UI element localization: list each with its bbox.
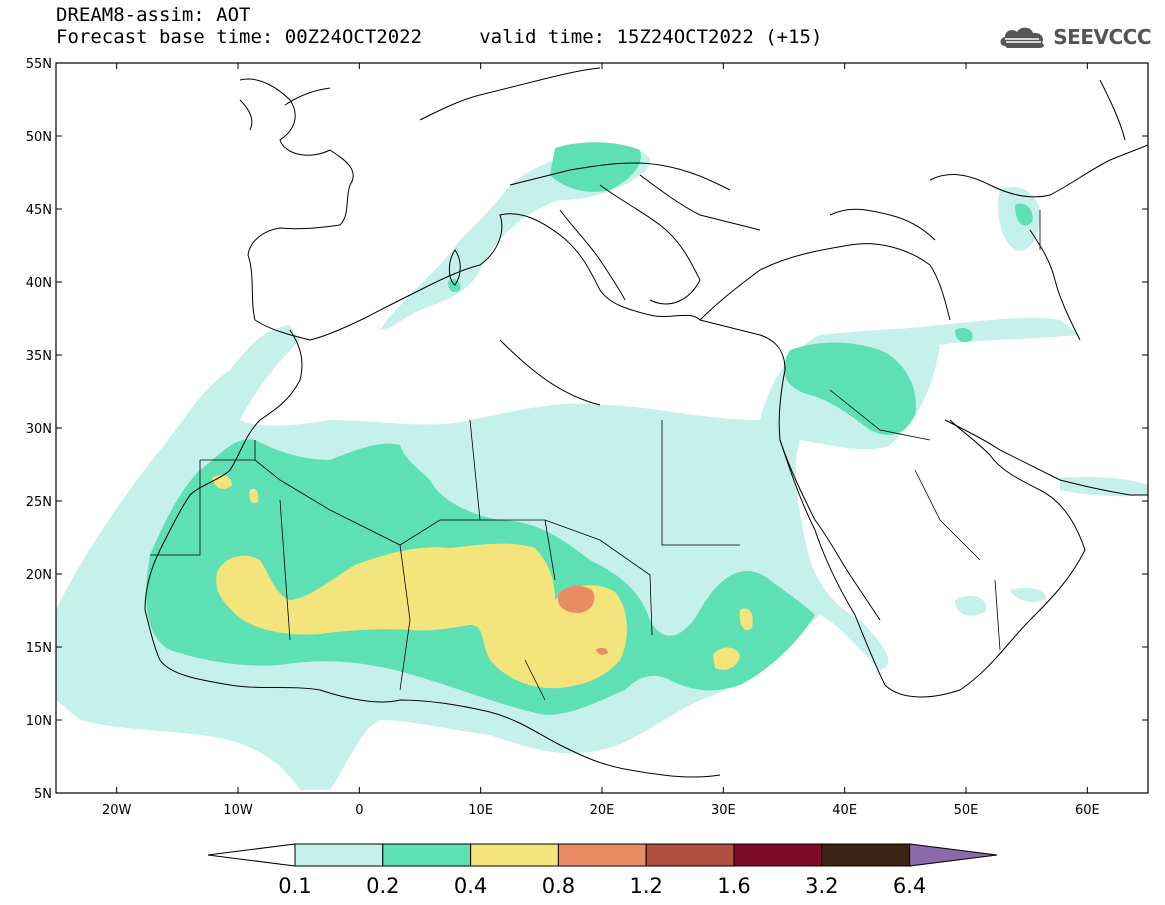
colorbar-label-0: 0.1: [278, 874, 311, 898]
axis-ticks: 20W 10W 0 10E 20E 30E 40E 50E 60E 55N 50N 45N 40N 35N…: [26, 57, 1148, 818]
forecast-time-line: Forecast base time: 00Z24OCT2022 valid t…: [56, 26, 823, 48]
lon-label-5: 30E: [711, 803, 736, 818]
lat-label-8: 15N: [26, 641, 52, 656]
colorbar-label-7: 6.4: [893, 874, 926, 898]
aot-shading: [56, 142, 1148, 790]
lat-label-10: 5N: [34, 787, 52, 802]
map-title: DREAM8-assim: AOT: [56, 4, 251, 26]
lat-label-6: 25N: [26, 495, 52, 510]
lon-label-3: 10E: [468, 803, 493, 818]
lon-label-7: 50E: [954, 803, 979, 818]
colorbar-segment-4: [645, 843, 735, 867]
colorbar-label-3: 0.8: [542, 874, 575, 898]
lat-label-4: 35N: [26, 349, 52, 364]
colorbar-low-arrow: [207, 843, 296, 867]
colorbar-label-5: 1.6: [717, 874, 750, 898]
colorbar-segment-3: [557, 843, 647, 867]
lon-label-1: 10W: [223, 803, 253, 818]
lat-label-9: 10N: [26, 714, 52, 729]
coastlines-and-borders: [144, 67, 1148, 778]
colorbar-label-4: 1.2: [629, 874, 662, 898]
seevccc-logo: SEEVCCC: [997, 24, 1151, 50]
lat-label-7: 20N: [26, 568, 52, 583]
lon-label-2: 0: [355, 803, 363, 818]
colorbar: 0.1 0.2 0.4 0.8 1.2 1.6 3.2 6.4: [207, 843, 998, 898]
colorbar-segment-1: [382, 843, 472, 867]
lat-label-0: 55N: [26, 57, 52, 72]
lon-label-6: 40E: [832, 803, 857, 818]
logo-text: SEEVCCC: [1053, 25, 1151, 49]
lat-label-2: 45N: [26, 203, 52, 218]
lon-label-8: 60E: [1075, 803, 1100, 818]
lat-label-3: 40N: [26, 276, 52, 291]
lon-label-0: 20W: [102, 803, 132, 818]
colorbar-high-arrow: [909, 843, 998, 867]
colorbar-segment-5: [733, 843, 823, 867]
cloud-icon: [1000, 27, 1045, 48]
colorbar-label-6: 3.2: [805, 874, 838, 898]
lat-label-5: 30N: [26, 422, 52, 437]
lat-label-1: 50N: [26, 130, 52, 145]
colorbar-segment-6: [821, 843, 911, 867]
country-borders: [150, 210, 1041, 701]
colorbar-segment-2: [470, 843, 559, 867]
colorbar-label-1: 0.2: [366, 874, 399, 898]
colorbar-segment-0: [294, 843, 384, 867]
lon-label-4: 20E: [590, 803, 615, 818]
colorbar-label-2: 0.4: [454, 874, 487, 898]
